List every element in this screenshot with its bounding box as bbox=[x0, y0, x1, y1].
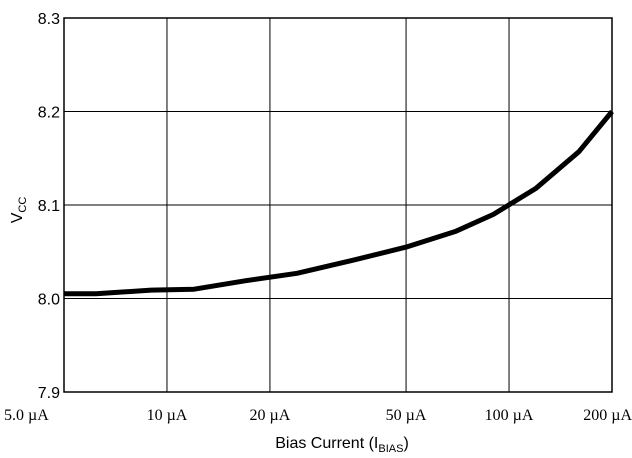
x-tick-label: 50 µA bbox=[386, 407, 427, 424]
grid bbox=[63, 17, 613, 393]
plot-frame bbox=[63, 17, 613, 393]
x-tick-label: 5.0 µA bbox=[4, 407, 49, 424]
x-axis-label-main: Bias Current (I bbox=[275, 435, 378, 452]
x-tick-labels: 5.0 µA 10 µA 20 µA 50 µA 100 µA 200 µA bbox=[4, 407, 632, 424]
series-layer bbox=[64, 109, 614, 297]
y-axis-label-sub: CC bbox=[17, 197, 29, 213]
x-tick-label: 200 µA bbox=[583, 407, 632, 424]
x-tick-label: 20 µA bbox=[250, 407, 291, 424]
y-tick-labels: 7.9 8.0 8.1 8.2 8.3 bbox=[38, 11, 60, 402]
y-axis-label: VCC bbox=[9, 197, 29, 224]
y-tick-label: 7.9 bbox=[38, 385, 60, 402]
y-tick-label: 8.0 bbox=[38, 292, 60, 309]
x-axis-label: Bias Current (IBIAS) bbox=[275, 435, 409, 455]
y-tick-label: 8.3 bbox=[38, 11, 60, 28]
x-tick-label: 10 µA bbox=[147, 407, 188, 424]
x-axis-label-sub: BIAS bbox=[378, 443, 403, 455]
series-line bbox=[64, 109, 614, 297]
y-tick-label: 8.1 bbox=[38, 198, 60, 215]
y-tick-label: 8.2 bbox=[38, 105, 60, 122]
x-tick-label: 100 µA bbox=[485, 407, 534, 424]
x-axis-label-end: ) bbox=[403, 435, 408, 452]
y-axis-label-main: V bbox=[9, 212, 26, 223]
